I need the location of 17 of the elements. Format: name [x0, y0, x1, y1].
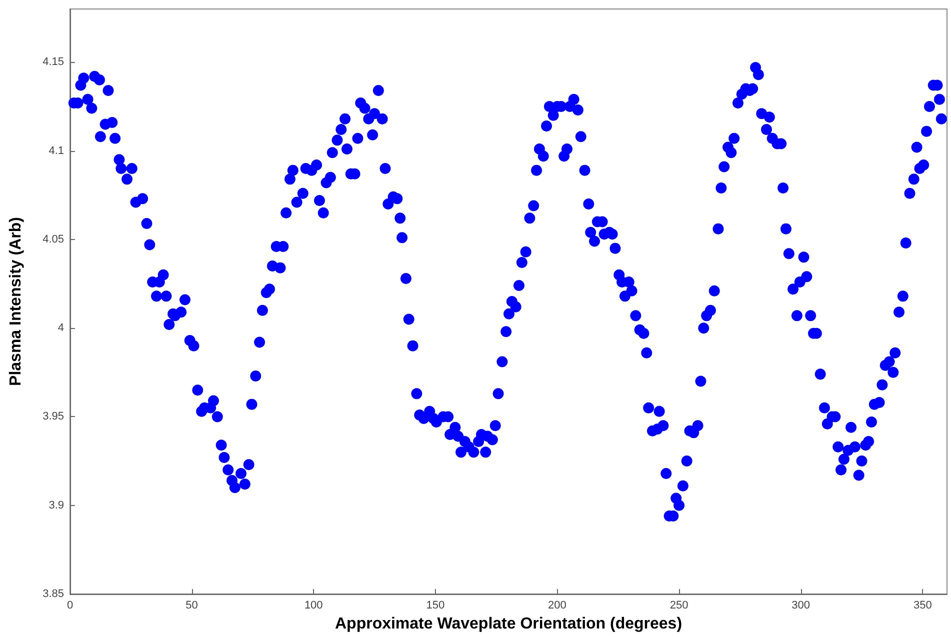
y-tick-label: 4.05 [42, 233, 64, 246]
x-tick-label: 50 [186, 600, 198, 612]
y-tick-label: 3.9 [48, 499, 64, 512]
x-tick-label: 300 [792, 600, 810, 612]
y-tick-label: 4.1 [48, 144, 64, 157]
x-tick-label: 100 [304, 600, 323, 612]
x-tick-label: 250 [670, 600, 688, 612]
y-tick-label: 3.95 [42, 410, 64, 423]
y-tick-label: 4.15 [42, 56, 64, 68]
x-tick-label: 200 [548, 600, 566, 612]
x-tick-label: 350 [913, 600, 932, 612]
y-tick-label: 4 [58, 322, 64, 334]
x-tick-label: 150 [426, 600, 445, 612]
y-axis-title: Plasma Intensity (Arb) [8, 217, 24, 386]
x-axis-title: Approximate Waveplate Orientation (degrees) [334, 616, 682, 632]
x-tick-label: 0 [66, 600, 74, 612]
y-tick-label: 3.85 [42, 588, 64, 600]
